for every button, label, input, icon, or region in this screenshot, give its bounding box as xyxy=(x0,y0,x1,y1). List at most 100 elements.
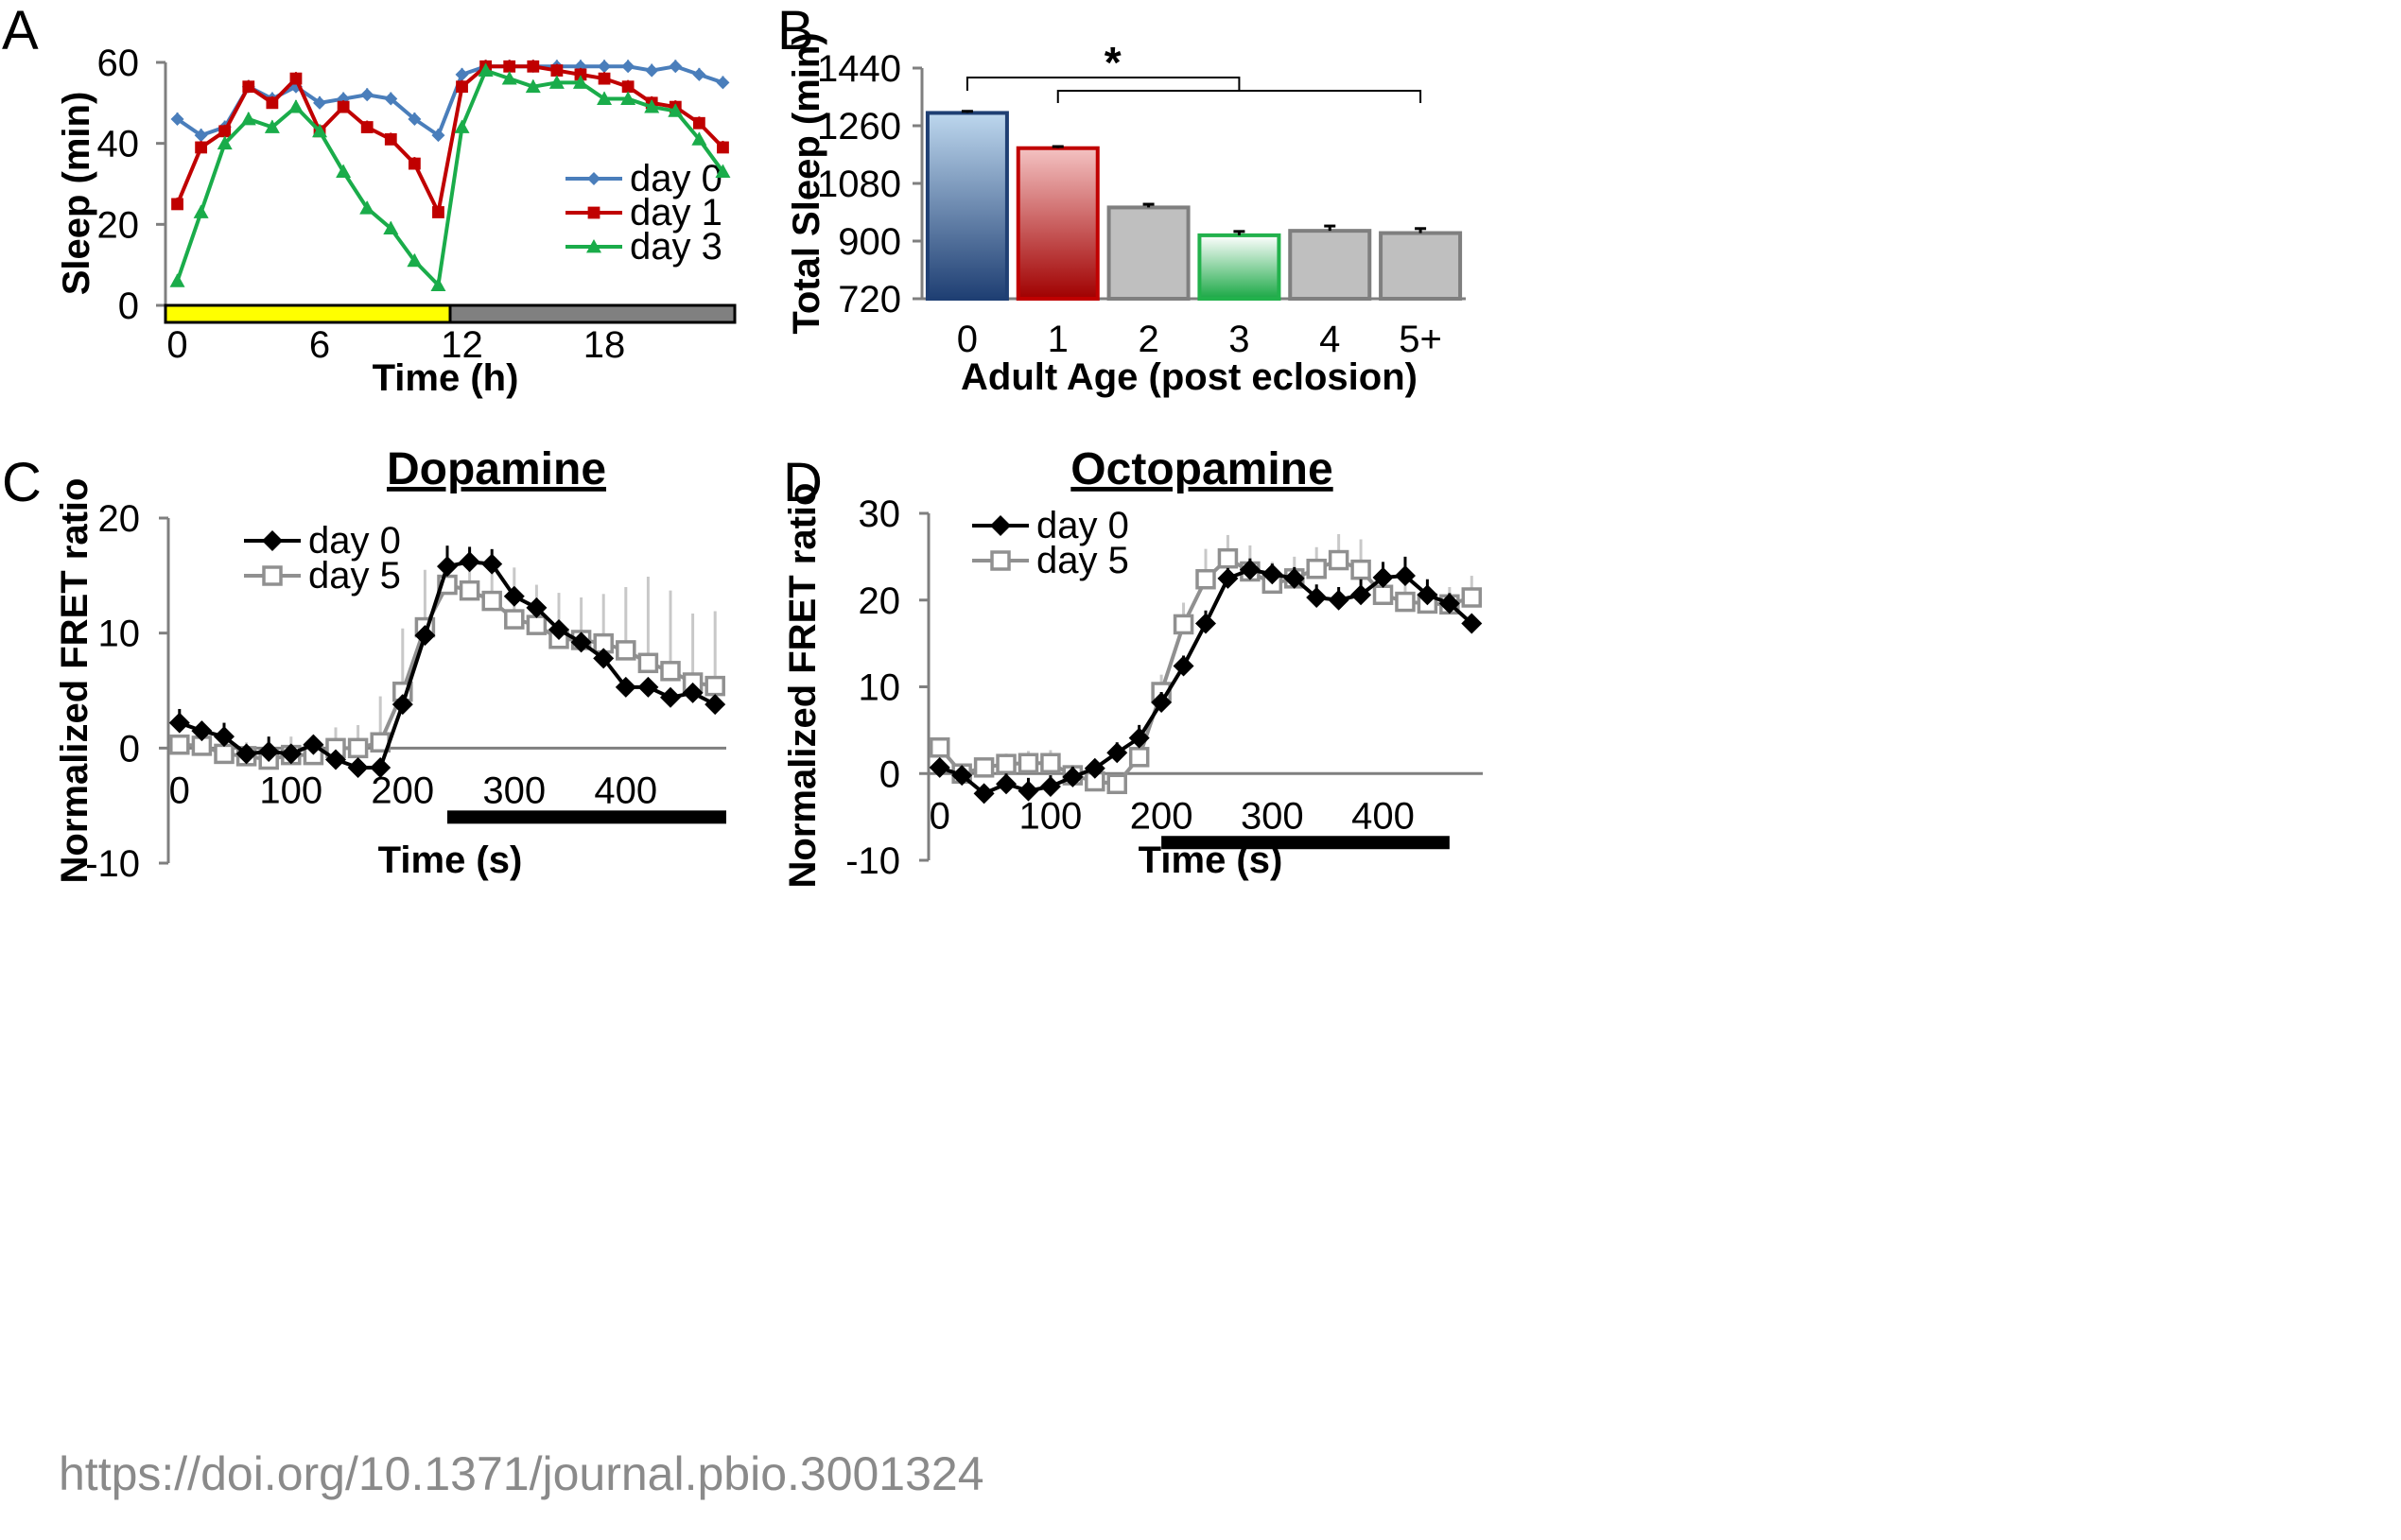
x-axis-title: Time (s) xyxy=(378,839,523,881)
legend-label: day 5 xyxy=(308,555,401,597)
data-point xyxy=(1461,613,1483,634)
y-tick-label: 0 xyxy=(118,286,139,327)
y-tick-label: 0 xyxy=(119,728,140,770)
data-point xyxy=(1328,549,1349,571)
legend-label: day 0 xyxy=(1036,505,1129,546)
panel-letter-c: C xyxy=(2,452,42,513)
x-tick-label: 0 xyxy=(169,770,190,811)
legend-marker xyxy=(587,206,600,219)
y-tick-label: 20 xyxy=(97,204,140,246)
data-point xyxy=(668,103,684,117)
x-tick-label: 300 xyxy=(1241,795,1304,837)
doi-link[interactable]: https://doi.org/10.1371/journal.pbio.300… xyxy=(59,1447,984,1500)
data-point xyxy=(692,116,705,130)
x-tick-label: 200 xyxy=(1130,795,1193,837)
stimulus-bar xyxy=(447,810,726,824)
data-point xyxy=(597,91,613,105)
data-point xyxy=(169,273,185,287)
data-point xyxy=(217,135,233,150)
x-tick-label: 400 xyxy=(1351,795,1415,837)
data-point xyxy=(430,277,446,291)
legend-label: day 3 xyxy=(630,226,722,268)
data-point xyxy=(1395,591,1416,613)
data-point xyxy=(717,141,729,154)
data-point xyxy=(548,75,565,89)
bar-2 xyxy=(1106,205,1191,302)
data-point xyxy=(1417,584,1438,606)
legend-marker xyxy=(990,515,1011,536)
panel-letter-a: A xyxy=(2,0,39,61)
data-point xyxy=(258,740,280,762)
data-point xyxy=(705,675,725,697)
data-point xyxy=(455,67,469,81)
y-tick-label: 720 xyxy=(838,279,901,320)
data-point xyxy=(598,72,611,85)
data-point xyxy=(478,62,494,77)
data-point xyxy=(407,252,423,268)
y-axis-title: Sleep (min) xyxy=(56,92,97,296)
data-point xyxy=(1239,559,1261,580)
legend-marker xyxy=(262,565,283,586)
data-point xyxy=(325,749,346,770)
data-point xyxy=(481,553,503,575)
data-point xyxy=(1128,747,1150,768)
x-tick-label: 5+ xyxy=(1399,319,1442,360)
data-point xyxy=(660,661,681,682)
legend-label: day 1 xyxy=(630,192,722,234)
data-point xyxy=(716,76,730,90)
chart-title: Octopamine xyxy=(1070,444,1332,494)
y-tick-label: 40 xyxy=(97,124,140,165)
data-point xyxy=(1040,753,1061,773)
data-point xyxy=(929,736,950,758)
data-point xyxy=(929,756,950,778)
bracket-0-3 xyxy=(966,77,1241,91)
data-point xyxy=(572,75,588,89)
data-point xyxy=(616,640,636,661)
data-point xyxy=(526,614,548,635)
series-day-0: day 0 xyxy=(168,520,726,779)
data-point xyxy=(644,99,660,113)
data-point xyxy=(1217,567,1239,589)
data-point xyxy=(266,96,279,110)
data-point xyxy=(570,632,592,653)
series-day-1: day 1 xyxy=(171,60,729,234)
series-line xyxy=(176,64,724,139)
data-point xyxy=(195,141,208,154)
data-point xyxy=(1173,655,1194,677)
dark-phase-bar xyxy=(448,303,737,324)
data-point xyxy=(669,60,683,74)
y-tick-label: 10 xyxy=(859,667,901,709)
stimulus-bar xyxy=(1161,836,1450,850)
data-point xyxy=(1372,566,1394,588)
data-point xyxy=(1283,567,1305,589)
y-axis-title: Normalized FRET ratio xyxy=(54,478,96,884)
data-point xyxy=(973,757,995,778)
data-point xyxy=(705,694,726,716)
data-point xyxy=(264,119,280,133)
data-point xyxy=(336,164,352,179)
data-point xyxy=(359,200,375,215)
data-point xyxy=(615,676,636,698)
x-tick-label: 100 xyxy=(1019,795,1083,837)
data-point xyxy=(1128,727,1150,749)
data-point xyxy=(459,580,480,601)
x-tick-label: 18 xyxy=(583,324,626,366)
data-point xyxy=(1306,558,1327,580)
bar-5+ xyxy=(1379,231,1463,301)
x-tick-label: 2 xyxy=(1138,319,1158,360)
data-point xyxy=(384,92,398,106)
data-point xyxy=(459,551,480,573)
data-point xyxy=(303,734,324,755)
data-point xyxy=(550,64,564,77)
legend-marker xyxy=(586,239,601,253)
data-point xyxy=(715,164,731,179)
data-point xyxy=(414,625,436,647)
panel-letter-b: B xyxy=(777,0,814,61)
data-point xyxy=(973,783,995,805)
data-point xyxy=(391,694,413,716)
y-tick-label: 60 xyxy=(97,43,140,84)
